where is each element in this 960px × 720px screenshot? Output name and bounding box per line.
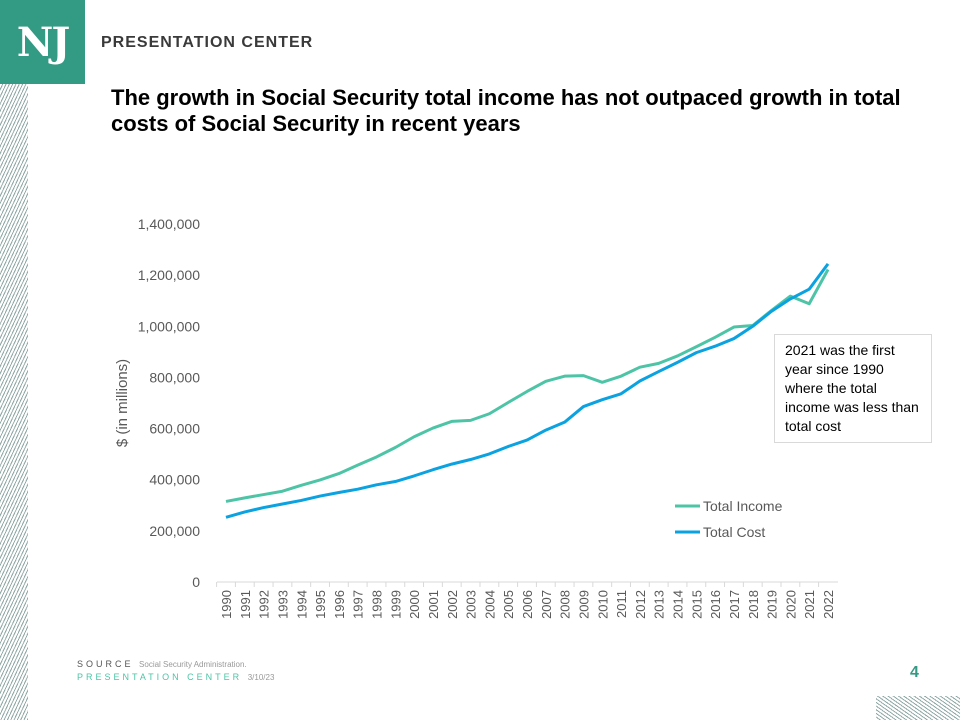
x-tick-label: 2022 bbox=[821, 590, 836, 619]
source-value: Social Security Administration. bbox=[139, 660, 247, 669]
x-tick-label: 2019 bbox=[765, 590, 780, 619]
source-line: SOURCE Social Security Administration. bbox=[77, 659, 247, 669]
brand-name: PRESENTATION CENTER bbox=[101, 34, 314, 51]
x-tick-label: 2021 bbox=[802, 590, 817, 619]
y-tick-label: 400,000 bbox=[149, 472, 200, 488]
x-tick-label: 2011 bbox=[614, 590, 629, 618]
x-tick-label: 2012 bbox=[633, 590, 648, 619]
x-tick-label: 2018 bbox=[746, 590, 761, 619]
x-tick-label: 1991 bbox=[238, 590, 253, 619]
x-tick-label: 2010 bbox=[595, 590, 610, 619]
series-line-total-income bbox=[225, 268, 830, 503]
x-tick-label: 1996 bbox=[332, 590, 347, 619]
y-axis-label: $ (in millions) bbox=[114, 359, 131, 447]
x-tick-label: 2016 bbox=[708, 590, 723, 619]
source-label: SOURCE bbox=[77, 659, 134, 669]
x-tick-label: 2004 bbox=[482, 590, 497, 619]
x-tick-label: 1995 bbox=[313, 590, 328, 619]
y-tick-label: 800,000 bbox=[149, 369, 200, 385]
x-tick-label: 2020 bbox=[783, 590, 798, 619]
x-tick-label: 1999 bbox=[388, 590, 403, 619]
decorative-hatch-left bbox=[0, 84, 28, 720]
chart-annotation: 2021 was the first year since 1990 where… bbox=[774, 334, 932, 443]
decorative-hatch-bottom-right bbox=[876, 696, 960, 720]
x-tick-label: 1994 bbox=[294, 590, 309, 619]
y-tick-label: 200,000 bbox=[149, 523, 200, 539]
x-tick-label: 2005 bbox=[501, 590, 516, 619]
x-tick-label: 2003 bbox=[464, 590, 479, 619]
presentation-center-line: PRESENTATION CENTER 3/10/23 bbox=[77, 672, 274, 682]
x-tick-label: 2001 bbox=[426, 590, 441, 619]
page-number: 4 bbox=[910, 664, 919, 681]
x-tick-label: 1990 bbox=[219, 590, 234, 619]
date: 3/10/23 bbox=[247, 673, 275, 682]
x-tick-label: 1993 bbox=[275, 590, 290, 619]
legend-label: Total Cost bbox=[703, 524, 765, 540]
y-tick-label: 1,000,000 bbox=[138, 318, 200, 334]
x-tick-label: 2000 bbox=[407, 590, 422, 619]
x-tick-label: 1997 bbox=[351, 590, 366, 619]
x-tick-label: 2015 bbox=[689, 590, 704, 619]
legend-label: Total Income bbox=[703, 498, 783, 514]
x-tick-label: 2009 bbox=[576, 590, 591, 619]
x-tick-label: 2007 bbox=[539, 590, 554, 619]
slide-title: The growth in Social Security total inco… bbox=[111, 85, 901, 136]
series-line-total-cost bbox=[225, 262, 830, 519]
x-tick-label: 2014 bbox=[671, 590, 686, 619]
x-tick-label: 2002 bbox=[445, 590, 460, 619]
y-tick-label: 0 bbox=[192, 574, 200, 590]
nj-logo: NJ bbox=[0, 0, 85, 84]
x-tick-label: 2013 bbox=[652, 590, 667, 619]
x-tick-label: 2008 bbox=[558, 590, 573, 619]
x-tick-label: 2006 bbox=[520, 590, 535, 619]
y-tick-label: 600,000 bbox=[149, 421, 200, 437]
y-tick-label: 1,200,000 bbox=[138, 267, 200, 283]
x-tick-label: 1992 bbox=[257, 590, 272, 619]
y-tick-label: 1,400,000 bbox=[138, 216, 200, 232]
center-label: PRESENTATION CENTER bbox=[77, 672, 243, 682]
x-tick-label: 2017 bbox=[727, 590, 742, 619]
x-tick-label: 1998 bbox=[370, 590, 385, 619]
